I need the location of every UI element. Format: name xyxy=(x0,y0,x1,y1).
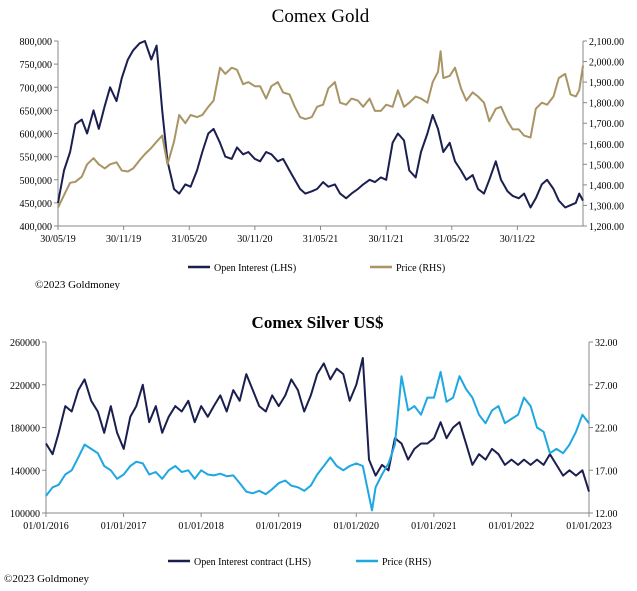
legend-label-1: Price (RHS) xyxy=(396,263,445,274)
y-right-tick-label: 1,400.00 xyxy=(589,181,624,192)
legend-label-0: Open Interest contract (LHS) xyxy=(194,557,311,568)
y-left-tick-label: 700,000 xyxy=(20,83,53,94)
y-left-tick-label: 550,000 xyxy=(20,153,53,164)
y-left-tick-label: 140000 xyxy=(10,466,40,477)
y-left-tick-label: 260000 xyxy=(10,338,40,349)
y-left-tick-label: 600,000 xyxy=(20,130,53,141)
silver-chart-panel: Comex Silver US$ 100000 140000 180000 220000… xyxy=(0,308,637,586)
legend-label-0: Open Interest (LHS) xyxy=(214,263,296,274)
x-tick-label: 30/11/19 xyxy=(106,234,141,245)
series-line-1 xyxy=(45,370,590,512)
x-tick-label: 31/05/21 xyxy=(303,234,339,245)
x-tick-label: 31/05/22 xyxy=(434,234,470,245)
gold-chart: Comex Gold 400,000 450,000 500,000 550,000 60… xyxy=(20,6,625,291)
x-tick-label: 30/11/21 xyxy=(369,234,404,245)
x-tick-label: 01/01/2019 xyxy=(256,521,302,532)
y-right-tick-label: 2,100.00 xyxy=(589,37,624,48)
y-left-tick-label: 180000 xyxy=(10,424,40,435)
series-line-0 xyxy=(45,357,590,492)
x-tick-label: 30/11/20 xyxy=(237,234,272,245)
x-tick-label: 30/11/22 xyxy=(500,234,535,245)
y-left-tick-label: 750,000 xyxy=(20,60,53,71)
y-left-tick-label: 450,000 xyxy=(20,199,53,210)
chart-title: Comex Silver US$ xyxy=(252,313,384,332)
y-left-tick-label: 400,000 xyxy=(20,222,53,233)
y-left-tick-label: 800,000 xyxy=(20,37,53,48)
y-right-tick-label: 2,000.00 xyxy=(589,58,624,69)
series-line-0 xyxy=(57,40,584,209)
y-right-tick-label: 1,300.00 xyxy=(589,201,624,212)
x-tick-label: 30/05/19 xyxy=(40,234,76,245)
y-right-tick-label: 1,600.00 xyxy=(589,140,624,151)
y-left-tick-label: 220000 xyxy=(10,381,40,392)
y-right-tick-label: 1,500.00 xyxy=(589,160,624,171)
y-right-tick-label: 12.00 xyxy=(595,509,618,520)
x-tick-label: 01/01/2021 xyxy=(411,521,457,532)
silver-chart: Comex Silver US$ 100000 140000 180000 220000… xyxy=(4,313,618,585)
y-right-tick-label: 27.00 xyxy=(595,381,618,392)
legend-label-1: Price (RHS) xyxy=(382,557,431,568)
x-tick-label: 01/01/2018 xyxy=(178,521,224,532)
y-right-tick-label: 17.00 xyxy=(595,466,618,477)
series-line-1 xyxy=(57,50,584,208)
y-left-tick-label: 500,000 xyxy=(20,176,53,187)
x-tick-label: 01/01/2023 xyxy=(566,521,612,532)
x-tick-label: 31/05/20 xyxy=(171,234,207,245)
x-tick-label: 01/01/2020 xyxy=(334,521,380,532)
y-right-tick-label: 22.00 xyxy=(595,424,618,435)
x-tick-label: 01/01/2017 xyxy=(101,521,147,532)
x-tick-label: 01/01/2016 xyxy=(23,521,69,532)
chart-title: Comex Gold xyxy=(272,6,370,27)
y-right-tick-label: 1,900.00 xyxy=(589,78,624,89)
y-left-tick-label: 100000 xyxy=(10,509,40,520)
x-tick-label: 01/01/2022 xyxy=(489,521,535,532)
y-right-tick-label: 1,200.00 xyxy=(589,222,624,233)
y-left-tick-label: 650,000 xyxy=(20,106,53,117)
source-credit: ©2023 Goldmoney xyxy=(35,279,121,290)
source-credit: ©2023 Goldmoney xyxy=(4,573,90,585)
gold-chart-panel: Comex Gold 400,000 450,000 500,000 550,000 60… xyxy=(0,0,637,291)
y-right-tick-label: 32.00 xyxy=(595,338,618,349)
y-right-tick-label: 1,800.00 xyxy=(589,99,624,110)
y-right-tick-label: 1,700.00 xyxy=(589,119,624,130)
